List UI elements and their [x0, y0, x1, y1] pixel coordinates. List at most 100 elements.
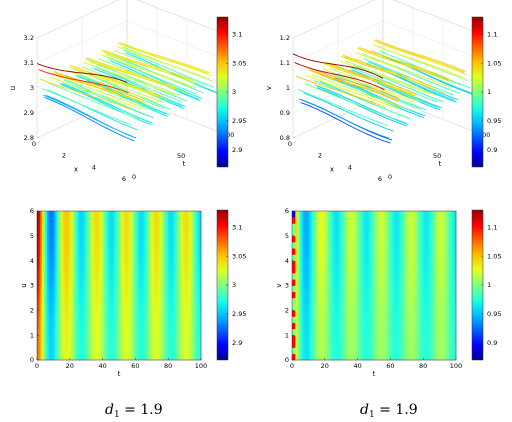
heatmap-cell	[56, 248, 59, 255]
heatmap-cell	[117, 297, 120, 305]
heatmap-cell	[197, 322, 200, 330]
heatmap-cell	[112, 291, 115, 299]
heatmap-cell	[310, 285, 312, 293]
heatmap-cell	[428, 322, 431, 330]
heatmap-cell	[421, 291, 424, 299]
heatmap-cell	[179, 254, 182, 261]
heatmap-cell	[419, 211, 422, 218]
heatmap-cell	[300, 211, 303, 218]
heatmap-cell	[141, 229, 144, 237]
y-tick-label: 5	[30, 232, 34, 240]
heatmap-cell	[169, 285, 172, 293]
heatmap-cell	[191, 242, 194, 249]
heatmap-cell	[319, 353, 322, 361]
heatmap-cell	[321, 211, 324, 218]
heatmap-cell	[150, 316, 153, 324]
heatmap-cell	[50, 291, 53, 299]
heatmap-cell	[189, 260, 192, 268]
heatmap-cell	[306, 279, 309, 286]
heatmap-cell	[424, 223, 427, 230]
heatmap-cell	[84, 266, 87, 274]
heatmap-cell	[331, 316, 334, 324]
heatmap-cell	[346, 242, 349, 249]
heatmap-cell	[334, 279, 337, 286]
heatmap-cell	[50, 341, 53, 348]
heatmap-cell	[364, 229, 367, 237]
heatmap-cell	[408, 316, 411, 324]
heatmap-cell	[355, 297, 358, 305]
heatmap-cell	[146, 266, 149, 274]
heatmap-cell	[137, 211, 139, 218]
heatmap-cell	[168, 353, 171, 361]
heatmap-cell	[58, 322, 61, 330]
heatmap-cell	[138, 273, 141, 280]
heatmap-cell	[74, 217, 77, 224]
heatmap-cell	[41, 217, 44, 224]
heatmap-cell	[357, 273, 360, 280]
heatmap-cell	[169, 235, 172, 243]
surface-mesh-line	[324, 63, 415, 97]
heatmap-cell	[418, 291, 421, 299]
heatmap-cell	[174, 347, 177, 355]
heatmap-cell	[63, 304, 66, 311]
heatmap-cell	[364, 297, 367, 305]
heatmap-cell	[61, 229, 64, 237]
heatmap-cell	[331, 328, 334, 336]
heatmap-cell	[429, 273, 432, 280]
heatmap-cell	[426, 285, 429, 293]
heatmap-cell	[145, 223, 148, 230]
heatmap-cell	[119, 353, 121, 361]
heatmap-cell	[140, 279, 143, 286]
heatmap-cell	[46, 353, 49, 361]
heatmap-cell	[73, 291, 76, 299]
heatmap-cell	[369, 266, 372, 274]
heatmap-cell	[387, 310, 390, 317]
heatmap-cell	[295, 279, 298, 286]
heatmap-cell	[452, 341, 455, 348]
heatmap-cell	[125, 217, 128, 224]
heatmap-cell	[352, 279, 355, 286]
heatmap-cell	[372, 335, 375, 342]
heatmap-cell	[446, 291, 449, 299]
heatmap-cell	[336, 279, 339, 286]
heatmap-cell	[451, 335, 454, 342]
heatmap-cell	[328, 322, 331, 330]
heatmap-cell	[71, 285, 74, 293]
heatmap-cell	[403, 211, 406, 218]
heatmap-cell	[365, 335, 368, 342]
heatmap-cell	[187, 291, 190, 299]
heatmap-cell	[296, 291, 299, 299]
heatmap-cell	[123, 322, 126, 330]
surface-mesh-line	[39, 78, 131, 110]
heatmap-cell	[38, 347, 41, 355]
heatmap-cell	[151, 248, 154, 255]
heatmap-cell	[292, 310, 294, 317]
heatmap-cell	[96, 248, 98, 255]
heatmap-cell	[392, 279, 394, 286]
heatmap-cell	[102, 217, 105, 224]
heatmap-cell	[55, 211, 57, 218]
heatmap-cell	[133, 328, 136, 336]
heatmap-cell	[429, 328, 432, 336]
heatmap-cell	[360, 273, 363, 280]
heatmap-cell	[179, 211, 182, 218]
heatmap-cell	[354, 273, 357, 280]
heatmap-cell	[96, 279, 98, 286]
heatmap-cell	[444, 235, 447, 243]
heatmap-cell	[401, 322, 404, 330]
surface-mesh-line	[68, 66, 159, 98]
heatmap-cell	[158, 242, 161, 249]
heatmap-cell	[96, 304, 98, 311]
heatmap-cell	[355, 217, 358, 224]
heatmap-cell	[73, 254, 76, 261]
heatmap-cell	[181, 347, 184, 355]
heatmap-cell	[173, 217, 176, 224]
heatmap-cell	[109, 347, 112, 355]
heatmap-cell	[141, 322, 144, 330]
heatmap-cell	[166, 304, 169, 311]
heatmap-cell	[359, 235, 362, 243]
heatmap-cell	[380, 297, 383, 305]
heatmap-cell	[156, 254, 159, 261]
heatmap-cell	[354, 328, 357, 336]
heatmap-cell	[176, 347, 179, 355]
